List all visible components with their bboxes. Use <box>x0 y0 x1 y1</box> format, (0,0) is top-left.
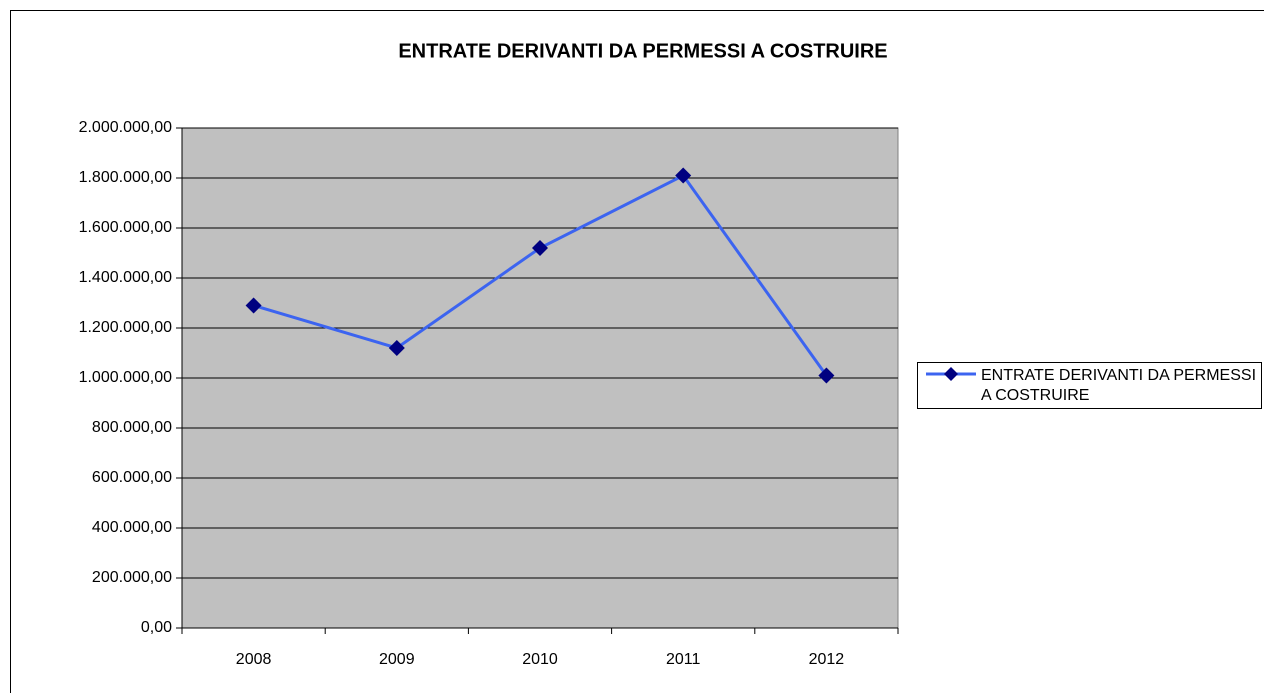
marker <box>532 240 548 256</box>
chart-title: ENTRATE DERIVANTI DA PERMESSI A COSTRUIR… <box>398 40 887 62</box>
legend-marker <box>944 367 958 381</box>
marker <box>675 167 692 184</box>
y-tick-label: 0,00 <box>141 619 172 636</box>
legend-label: ENTRATE DERIVANTI DA PERMESSI A COSTRUIR… <box>981 367 1257 404</box>
y-tick-label: 600.000,00 <box>92 469 172 486</box>
x-tick-label: 2011 <box>666 651 701 668</box>
x-tick-label: 2012 <box>809 651 845 668</box>
y-tick-label: 1.600.000,00 <box>79 219 173 236</box>
y-tick-label: 2.000.000,00 <box>79 119 173 136</box>
y-tick-label: 400.000,00 <box>92 519 172 536</box>
marker <box>388 340 405 356</box>
marker <box>818 367 835 384</box>
y-tick-label: 200.000,00 <box>92 569 172 586</box>
y-tick-label: 1.000.000,00 <box>79 369 173 386</box>
y-tick-label: 1.200.000,00 <box>79 319 173 336</box>
marker <box>245 297 262 314</box>
x-tick-label: 2008 <box>236 651 272 668</box>
legend-key <box>926 367 976 381</box>
legend: ENTRATE DERIVANTI DA PERMESSI A COSTRUIR… <box>917 362 1262 409</box>
x-tick-label: 2010 <box>522 651 558 668</box>
y-tick-label: 1.400.000,00 <box>79 269 173 286</box>
y-tick-label: 800.000,00 <box>92 419 172 436</box>
y-tick-label: 1.800.000,00 <box>79 169 173 186</box>
x-tick-label: 2009 <box>379 651 415 668</box>
